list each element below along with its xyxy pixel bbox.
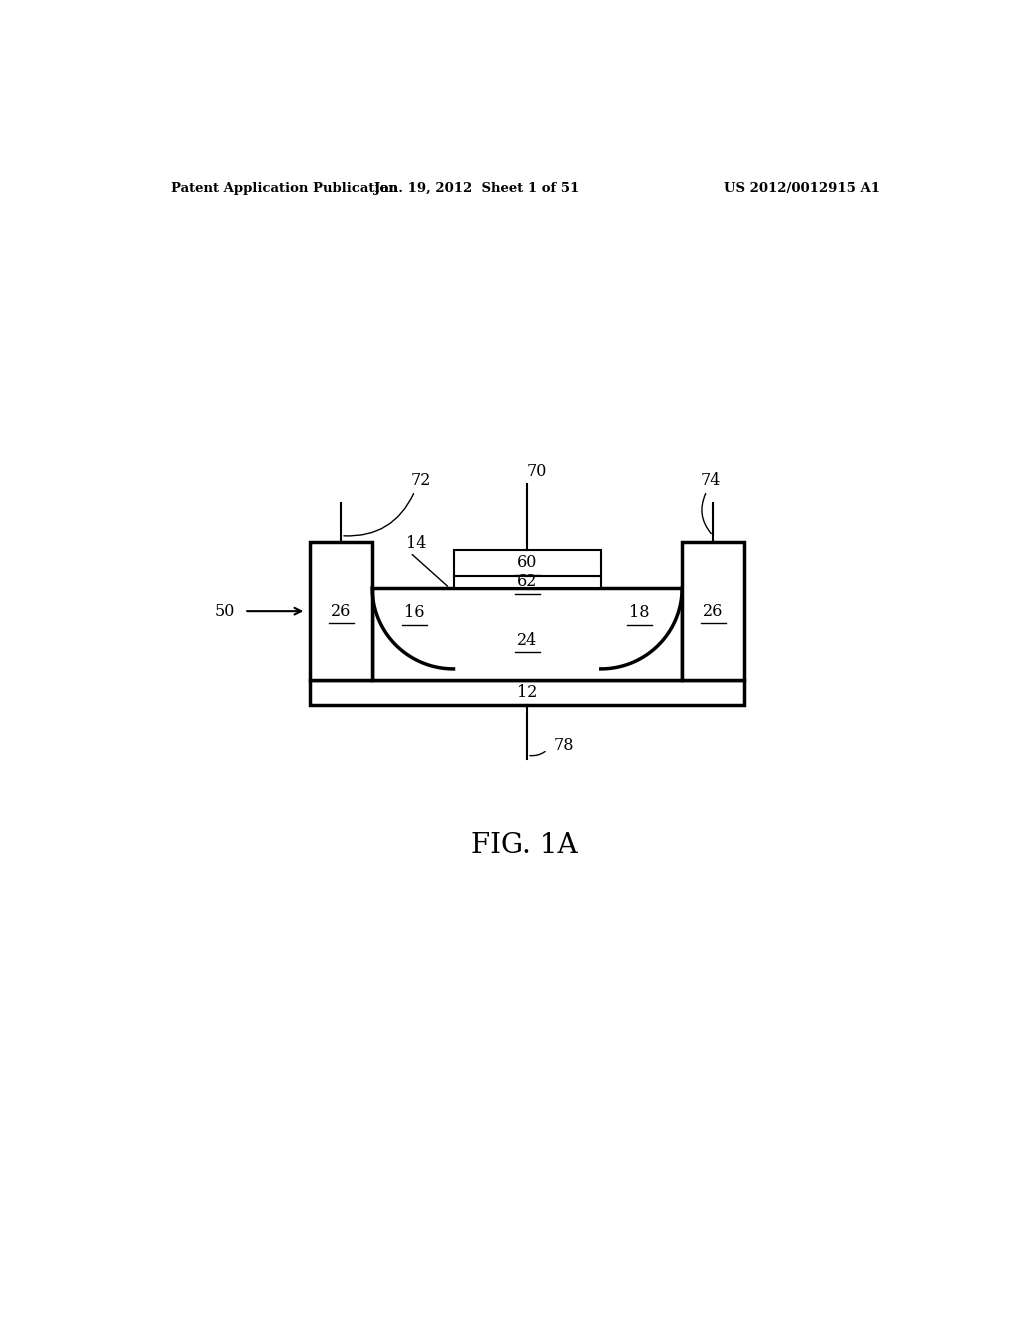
Text: US 2012/0012915 A1: US 2012/0012915 A1 bbox=[724, 182, 880, 194]
Text: 24: 24 bbox=[517, 632, 538, 649]
Bar bbox=[454, 576, 601, 589]
Text: FIG. 1A: FIG. 1A bbox=[471, 832, 579, 859]
Text: 70: 70 bbox=[526, 462, 547, 479]
Text: 16: 16 bbox=[404, 605, 425, 622]
Text: Jan. 19, 2012  Sheet 1 of 51: Jan. 19, 2012 Sheet 1 of 51 bbox=[374, 182, 580, 194]
Bar bbox=[454, 549, 601, 576]
Text: 50: 50 bbox=[215, 603, 236, 619]
Text: 78: 78 bbox=[554, 737, 574, 754]
Bar bbox=[682, 541, 744, 681]
Bar bbox=[372, 589, 682, 681]
Text: 60: 60 bbox=[517, 554, 538, 572]
Text: 74: 74 bbox=[700, 471, 721, 488]
Text: Patent Application Publication: Patent Application Publication bbox=[171, 182, 397, 194]
Text: 62: 62 bbox=[517, 573, 538, 590]
Text: 12: 12 bbox=[517, 684, 538, 701]
Text: 26: 26 bbox=[331, 603, 351, 619]
Text: 72: 72 bbox=[411, 471, 431, 488]
Bar bbox=[310, 681, 744, 705]
Text: 18: 18 bbox=[630, 605, 650, 622]
Text: 26: 26 bbox=[702, 603, 723, 619]
Text: 14: 14 bbox=[407, 535, 426, 552]
Bar bbox=[310, 541, 372, 681]
